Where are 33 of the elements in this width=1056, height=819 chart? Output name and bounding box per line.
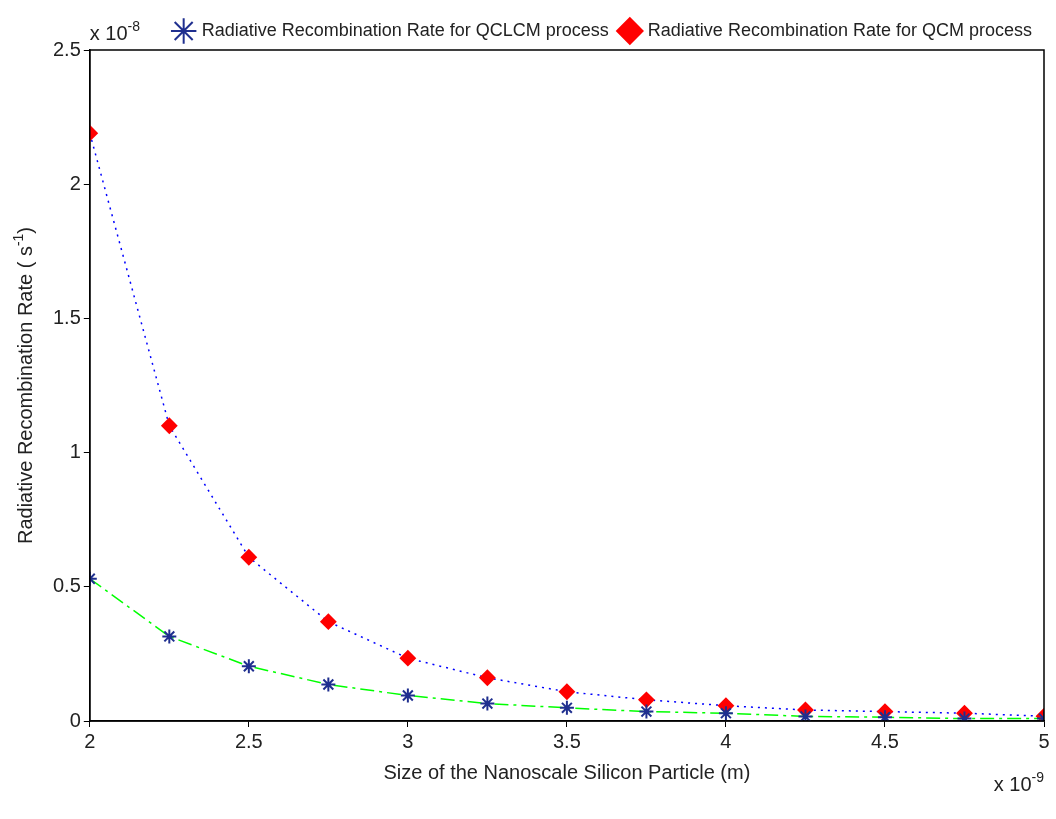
point <box>240 549 257 566</box>
y-tick-label: 1 <box>69 440 81 463</box>
y-tick-label: 1.5 <box>52 305 81 328</box>
y-tick-label: 0 <box>69 708 81 731</box>
y-tick-label: 0.5 <box>52 574 81 597</box>
point <box>161 628 178 645</box>
point <box>399 687 416 704</box>
x-tick-label: 3 <box>402 729 414 752</box>
x-axis-title: Size of the Nanoscale Silicon Particle (m) <box>383 760 751 783</box>
point <box>717 705 734 721</box>
point <box>797 708 814 721</box>
point <box>240 658 257 675</box>
legend-label: Radiative Recombination Rate for QCLCM process <box>201 19 609 40</box>
point <box>320 676 337 693</box>
y-tick-label: 2 <box>69 171 81 194</box>
point <box>558 699 575 716</box>
x-tick-label: 3.5 <box>553 729 581 752</box>
x-tick-label: 4 <box>720 729 732 752</box>
point <box>399 650 416 667</box>
x-tick-label: 2 <box>84 729 96 752</box>
y-axis-title: Radiative Recombination Rate ( s-1) <box>10 226 36 545</box>
point <box>558 683 575 700</box>
point <box>479 695 496 712</box>
x-tick-label: 4.5 <box>871 729 899 752</box>
x-tick-label: 5 <box>1038 729 1050 752</box>
x-tick-label: 2.5 <box>234 729 263 752</box>
point <box>161 417 178 434</box>
point <box>638 691 655 708</box>
point <box>320 613 337 630</box>
point <box>479 669 496 686</box>
point <box>638 703 655 720</box>
legend-label: Radiative Recombination Rate for QCM process <box>647 19 1033 40</box>
y-tick-label: 2.5 <box>52 37 81 60</box>
